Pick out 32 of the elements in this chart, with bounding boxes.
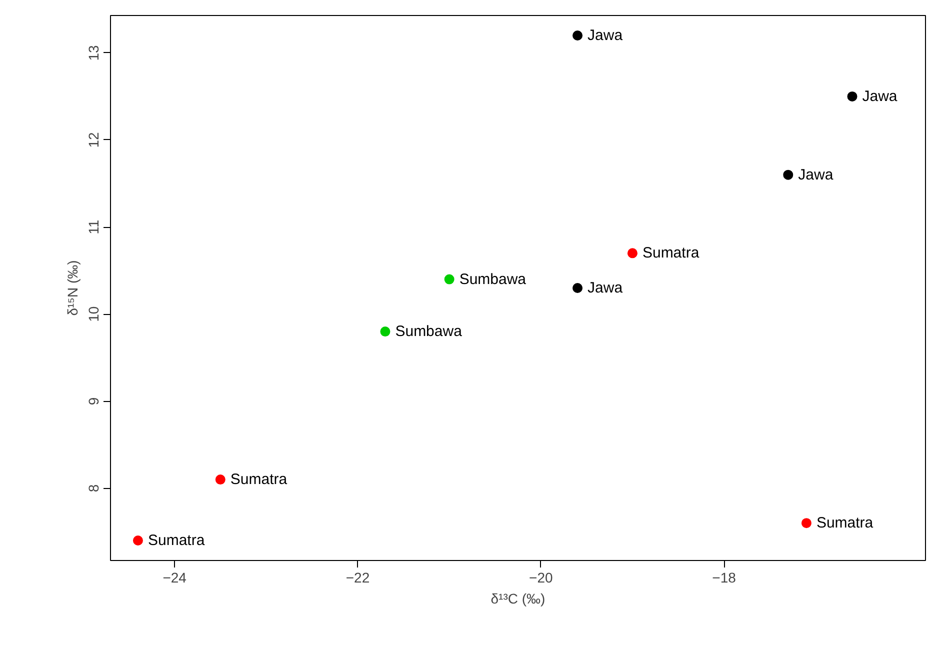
point: [572, 283, 583, 293]
point: [380, 326, 390, 337]
x-tick-label: −22: [346, 570, 370, 586]
text: Sumatra: [230, 471, 288, 488]
y-tick-label: 8: [86, 484, 102, 492]
series-label: Sumatra: [642, 244, 700, 262]
x-tick-label: −20: [529, 570, 553, 586]
y-axis-title: δ¹⁵N (‰): [64, 260, 80, 316]
y-tick-label: 10: [86, 306, 102, 322]
point: [847, 91, 858, 102]
series-label: Jawa: [588, 27, 624, 44]
point: [783, 170, 794, 180]
text: Jawa: [862, 88, 898, 105]
point: [627, 248, 638, 258]
text: Sumbawa: [395, 323, 462, 340]
text: Sumatra: [816, 514, 874, 532]
point: [444, 274, 454, 284]
point: [801, 518, 812, 528]
text: Jawa: [588, 280, 623, 296]
y-tick-label: 13: [86, 44, 102, 61]
y-tick-label: 11: [86, 220, 102, 234]
point: [572, 30, 583, 41]
y-tick-label: 9: [86, 397, 102, 406]
text: Sumatra: [148, 532, 205, 549]
point: [132, 535, 143, 546]
x-axis-title: δ¹³C (‰): [490, 590, 546, 606]
point: [215, 474, 226, 485]
text: Jawa: [798, 166, 834, 184]
series-label: Sumbawa: [459, 270, 527, 288]
x-tick-label: −18: [712, 570, 736, 586]
y-tick-label: 12: [86, 132, 102, 148]
x-tick-label: −24: [162, 570, 187, 586]
